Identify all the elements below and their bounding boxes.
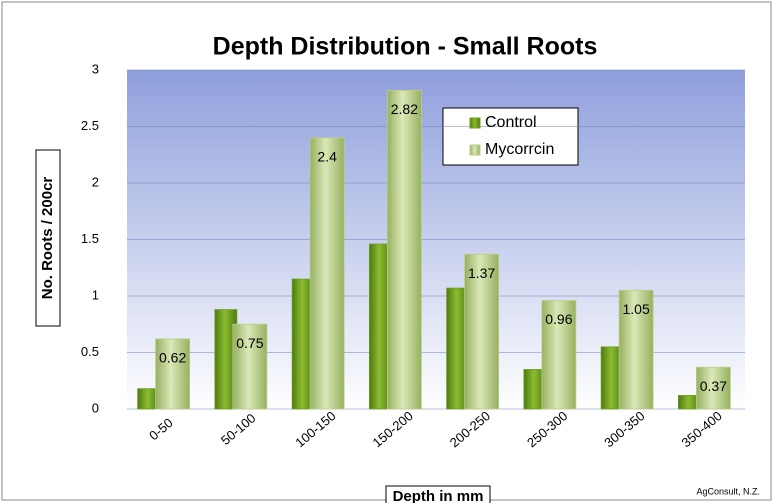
data-label: 2.4 [317, 149, 337, 165]
data-label: 2.82 [391, 101, 418, 117]
y-tick-label: 1.5 [81, 231, 99, 246]
bar [541, 300, 577, 410]
legend-swatch [469, 144, 481, 156]
data-label: 0.62 [159, 350, 186, 366]
legend-label: Control [485, 114, 537, 131]
y-tick-label: 0 [92, 400, 99, 415]
y-tick-label: 1 [92, 287, 99, 302]
data-label: 0.75 [236, 335, 263, 351]
bar [155, 338, 191, 410]
y-tick-label: 3 [92, 61, 99, 76]
x-label-box [385, 485, 491, 503]
legend-swatch [469, 117, 481, 129]
legend [442, 107, 579, 166]
data-label: 0.96 [545, 311, 572, 327]
y-tick-label: 2.5 [81, 118, 99, 133]
data-label: 0.37 [700, 378, 727, 394]
credit: AgConsult, N.Z. [696, 486, 760, 496]
y-label-box [35, 149, 61, 327]
bar [618, 289, 654, 410]
legend-label: Mycorrcin [485, 141, 554, 158]
chart-title: Depth Distribution - Small Roots [213, 33, 598, 61]
y-tick-label: 0.5 [81, 344, 99, 359]
data-label: 1.05 [623, 301, 650, 317]
y-tick-label: 2 [92, 174, 99, 189]
bar [309, 137, 345, 410]
y-axis-label: No. Roots / 200cr [39, 177, 56, 300]
bar [464, 253, 500, 410]
data-label: 1.37 [468, 265, 495, 281]
bar [232, 323, 268, 410]
bar [386, 89, 422, 410]
x-axis-label: Depth in mm [393, 488, 484, 503]
bar [695, 366, 731, 410]
